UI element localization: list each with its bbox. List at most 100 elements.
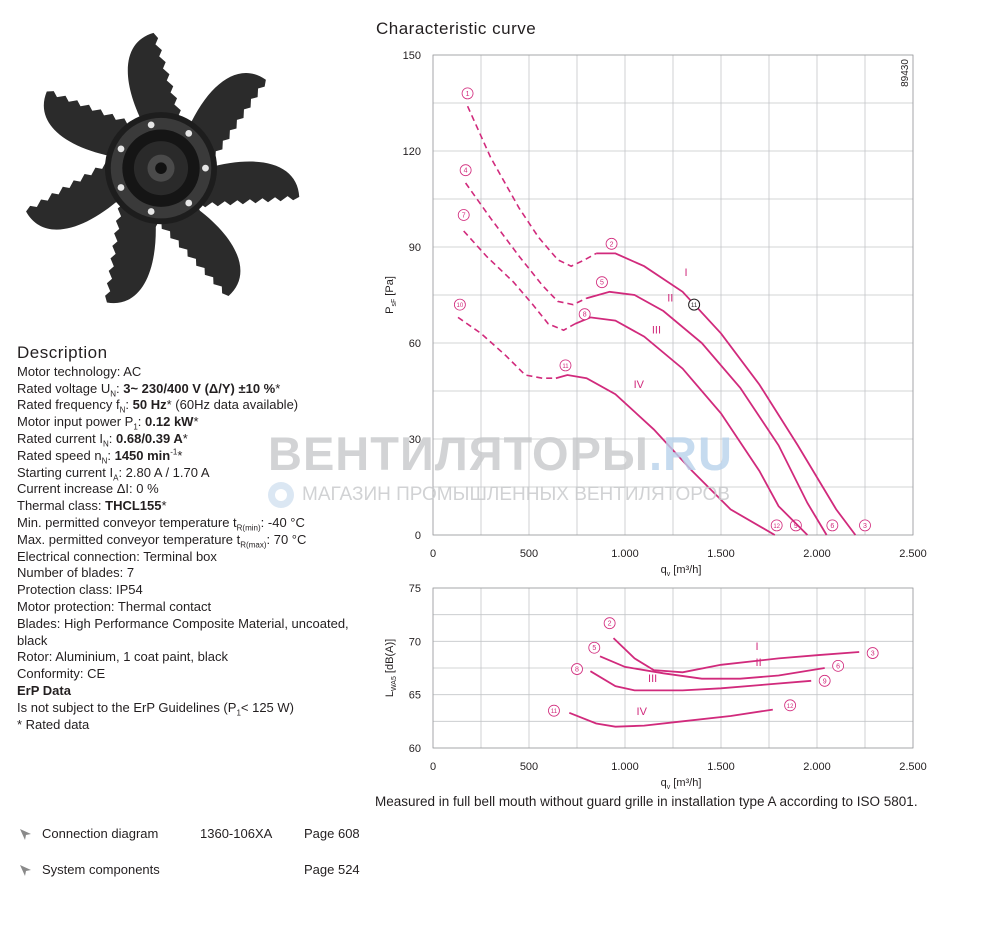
marker-number: 9 [794,523,798,530]
plot-frame [432,54,914,536]
watermark-logo-icon [268,482,294,508]
series-ii: II 4 5 9 [459,164,828,536]
x-axis-label-main: q [661,564,667,576]
marker-circle [459,164,472,177]
fan-blade [127,32,193,141]
marker-circle [548,704,560,717]
link-label: System components [42,862,160,877]
point-marker: 6 [826,519,839,532]
x-tick-label: 500 [520,548,538,560]
curve-stall-dashed [457,316,556,379]
marker-circle [578,308,591,321]
description-list: Motor technology: AC Rated voltage UN: 3~… [17,364,362,734]
point-marker: 8 [578,308,591,321]
x-tick-label: 2.500 [899,761,927,773]
series-iv: IV 10 11 [453,298,776,536]
marker-number: 8 [575,667,579,674]
point-marker: 5 [596,276,608,289]
curve-line [574,316,809,536]
series-label: IV [634,379,645,391]
y-axis-label-main: L [384,691,396,697]
curve-line [599,655,825,680]
description-bold: 1450 min [114,447,171,463]
description-label2: : [107,447,115,463]
description-item: Starting current IA: 2.80 A / 1.70 A [17,465,362,482]
link-page: Page 608 [304,826,360,841]
marker-number: 3 [871,651,875,658]
description-tail: * [161,498,167,514]
series-i: I 2 3 [603,617,879,674]
hub-bolt [185,199,193,207]
description-tail: * [275,380,281,396]
y-axis-label: PsF [Pa] [384,276,398,314]
measurement-note: Measured in full bell mouth without guar… [375,794,918,809]
description-sub: 1 [236,708,241,718]
description-label2: : 2.80 A / 1.70 A [118,464,210,480]
description-label2: < 125 W) [240,699,294,715]
description-label: Conformity: CE [17,666,106,682]
fan-product-image [26,32,300,304]
marker-circle [826,519,839,532]
marker-number: 5 [600,280,604,287]
series-label: I [685,267,688,279]
x-tick-label: 2.000 [803,761,831,773]
point-marker: 11 [548,704,560,717]
description-item: Motor protection: Thermal contact [17,599,362,616]
y-axis-label-sub: WA5 [391,676,398,691]
marker-number: 12 [787,704,794,710]
reference-links: Connection diagram 1360-106XA Page 608 S… [18,824,368,896]
marker-circle [588,641,601,654]
marker-number: 6 [836,663,840,670]
y-tick-label: 120 [403,146,421,158]
description-label: Max. permitted conveyor temperature t [17,531,241,547]
description-item: Motor input power P1: 0.12 kW* [17,414,362,431]
pressure-chart: 0 500 1.000 1.500 2.000 2.500 0 30 60 90 120 150 qv … [384,50,927,578]
operating-point: 11 [688,298,701,311]
description-label2: : -40 °C [260,514,305,530]
marker-number: 5 [592,645,596,652]
description-sub: R(max) [240,540,267,550]
y-axis-label-unit: [Pa] [384,276,396,299]
description-label: Min. permitted conveyor temperature t [17,514,237,530]
marker-circle [818,674,831,687]
link-system-components[interactable]: System components Page 524 [18,860,368,896]
marker-number: 11 [562,364,569,370]
curve-stall-dashed [466,105,597,268]
description-sub: R(min) [236,523,261,533]
curve-stall-dashed [463,230,576,332]
x-tick-label: 0 [430,548,436,560]
plot-frame [432,587,914,749]
y-tick-label: 60 [409,338,421,350]
watermark-tagline-text: МАГАЗИН ПРОМЫШЛЕННЫХ ВЕНТИЛЯТОРОВ [302,484,730,506]
point-marker: 3 [866,647,879,659]
marker-circle [784,699,797,712]
description-item: Max. permitted conveyor temperature tR(m… [17,532,362,549]
description-item: Conformity: CE [17,666,362,683]
point-marker: 2 [605,237,618,250]
description-label: Rated frequency f [17,397,120,413]
series-label: IV [637,706,648,718]
marker-number: 1 [466,91,470,98]
curve-line [568,708,773,728]
hub-bolt [185,129,193,137]
description-label: Rated speed n [17,447,102,463]
description-tail: * (60Hz data available) [166,397,299,413]
x-tick-label: 2.000 [803,548,831,560]
series-label: I [756,641,759,653]
curve-line [589,670,812,692]
marker-circle [832,659,845,672]
link-connection-diagram[interactable]: Connection diagram 1360-106XA Page 608 [18,824,368,860]
y-tick-label: 0 [415,530,421,542]
description-label2: : [137,414,146,430]
description-item: Electrical connection: Terminal box [17,549,362,566]
y-tick-label: 30 [409,434,421,446]
description-item: Is not subject to the ErP Guidelines (P1… [17,700,362,717]
y-axis-label-main: P [384,307,396,314]
curve-line [586,290,828,536]
link-page: Page 524 [304,862,360,877]
point-marker: 12 [770,519,783,532]
operating-point-number: 11 [691,303,698,309]
description-label: Electrical connection: Terminal box [17,548,217,564]
marker-circle [453,298,466,311]
description-item: Number of blades: 7 [17,565,362,582]
